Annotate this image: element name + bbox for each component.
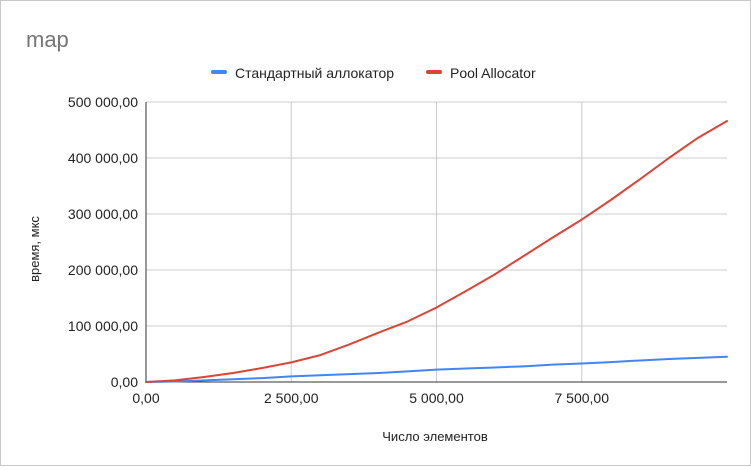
x-tick-label: 7 500,00 (555, 390, 610, 406)
y-tick-label: 500 000,00 (68, 94, 138, 110)
y-tick-label: 300 000,00 (68, 206, 138, 222)
gridlines (146, 101, 727, 382)
y-tick-label: 200 000,00 (68, 262, 138, 278)
chart-title: map (26, 27, 69, 52)
legend-label-2: Pool Allocator (450, 65, 536, 81)
axes (145, 102, 727, 383)
y-tick-label: 100 000,00 (68, 318, 138, 334)
legend: Стандартный аллокатор Pool Allocator (211, 65, 536, 81)
series-line-1 (145, 355, 728, 383)
y-axis-label: время, мкс (27, 216, 42, 282)
legend-swatch-2 (426, 70, 442, 74)
legend-label-1: Стандартный аллокатор (235, 65, 394, 81)
series-lines (145, 120, 728, 383)
x-axis-label: Число элементов (382, 429, 488, 444)
x-tick-labels: 0,00 2 500,00 5 000,00 7 500,00 (132, 390, 609, 406)
legend-swatch-1 (211, 70, 227, 74)
x-tick-label: 2 500,00 (264, 390, 319, 406)
x-tick-label: 5 000,00 (409, 390, 464, 406)
y-tick-label: 400 000,00 (68, 150, 138, 166)
x-tick-label: 0,00 (132, 390, 159, 406)
y-tick-labels: 0,00 100 000,00 200 000,00 300 000,00 400 00… (68, 94, 138, 390)
y-tick-label: 0,00 (111, 374, 138, 390)
series-line-2 (145, 120, 728, 383)
